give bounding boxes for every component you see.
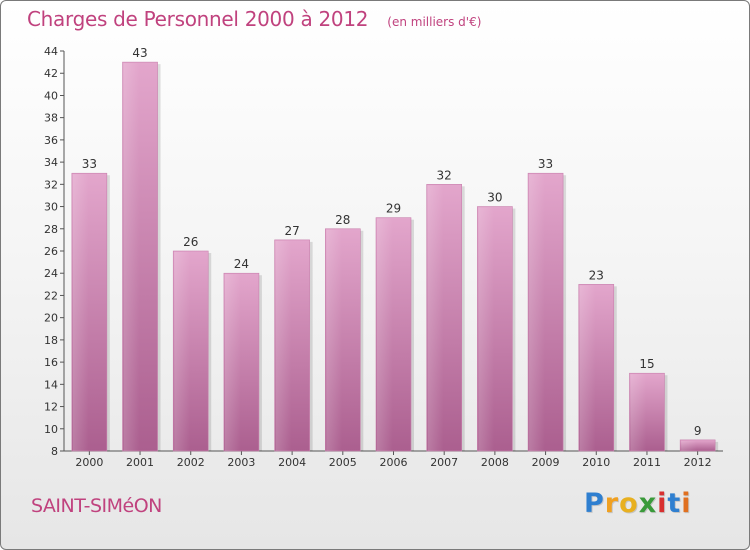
bar-highlight (275, 240, 292, 451)
bar-value-label: 15 (639, 357, 654, 371)
y-tick-label: 38 (44, 112, 58, 125)
logo-letter: r (604, 488, 620, 519)
y-tick-label: 44 (44, 45, 58, 58)
y-tick-label: 40 (44, 89, 58, 102)
bar-value-label: 30 (487, 191, 502, 205)
bar (679, 439, 716, 452)
x-tick-label: 2007 (430, 456, 458, 469)
x-tick-label: 2010 (582, 456, 610, 469)
y-tick-label: 30 (44, 201, 58, 214)
bar-value-label: 23 (589, 268, 604, 282)
y-tick-label: 14 (44, 378, 58, 391)
chart-subtitle: (en milliers d'€) (387, 15, 482, 29)
chart-title: Charges de Personnel 2000 à 2012 (27, 7, 369, 31)
y-tick-label: 28 (44, 223, 58, 236)
x-tick-label: 2005 (329, 456, 357, 469)
bar-value-label: 29 (386, 202, 401, 216)
bar-value-label: 26 (183, 235, 198, 249)
y-tick-label: 10 (44, 423, 58, 436)
y-tick-label: 16 (44, 356, 58, 369)
bar-value-label: 28 (335, 213, 350, 227)
logo-letter: P (584, 488, 605, 519)
y-tick-label: 22 (44, 289, 58, 302)
y-tick-label: 24 (44, 267, 58, 280)
y-tick-label: 8 (51, 445, 58, 458)
x-tick-label: 2012 (684, 456, 712, 469)
bar-highlight (123, 63, 140, 451)
bar-highlight (377, 218, 393, 451)
x-tick-label: 2001 (126, 456, 154, 469)
proxiti-logo: Proxiti (584, 488, 692, 519)
bar-highlight (326, 229, 343, 451)
logo-letter: t (667, 488, 682, 519)
x-tick-label: 2006 (380, 456, 408, 469)
bar-value-label: 33 (82, 157, 97, 171)
commune-name: SAINT-SIMéON (31, 495, 162, 517)
y-tick-label: 34 (44, 156, 58, 169)
x-tick-label: 2009 (532, 456, 560, 469)
bar-highlight (427, 185, 444, 452)
bar-value-label: 9 (694, 424, 702, 438)
bar-highlight (224, 274, 241, 451)
bar-highlight (529, 174, 545, 451)
bar-value-label: 27 (284, 224, 299, 238)
logo-letter: x (638, 488, 658, 519)
bar-value-label: 24 (234, 257, 249, 271)
y-tick-label: 42 (44, 67, 58, 80)
x-tick-label: 2002 (177, 456, 205, 469)
x-tick-label: 2000 (75, 456, 103, 469)
y-tick-label: 12 (44, 401, 58, 414)
y-tick-label: 20 (44, 312, 58, 325)
x-tick-label: 2004 (278, 456, 306, 469)
x-tick-label: 2008 (481, 456, 509, 469)
logo-letter: i (681, 488, 692, 519)
bar-value-label: 43 (132, 46, 147, 60)
bar-highlight (174, 252, 190, 451)
bar-highlight (681, 440, 697, 451)
y-tick-label: 32 (44, 178, 58, 191)
y-tick-label: 36 (44, 134, 58, 147)
bar-highlight (579, 285, 596, 451)
y-tick-label: 26 (44, 245, 58, 258)
bar-value-label: 32 (437, 168, 452, 182)
logo-letter: i (657, 488, 668, 519)
bar-value-label: 33 (538, 157, 553, 171)
bar-highlight (478, 207, 495, 451)
x-tick-label: 2003 (227, 456, 255, 469)
logo-letter: o (619, 488, 639, 519)
y-tick-label: 18 (44, 334, 58, 347)
bar-highlight (72, 174, 89, 451)
bar-highlight (630, 374, 647, 451)
title-row: Charges de Personnel 2000 à 2012 (en mil… (27, 7, 481, 31)
x-tick-label: 2011 (633, 456, 661, 469)
